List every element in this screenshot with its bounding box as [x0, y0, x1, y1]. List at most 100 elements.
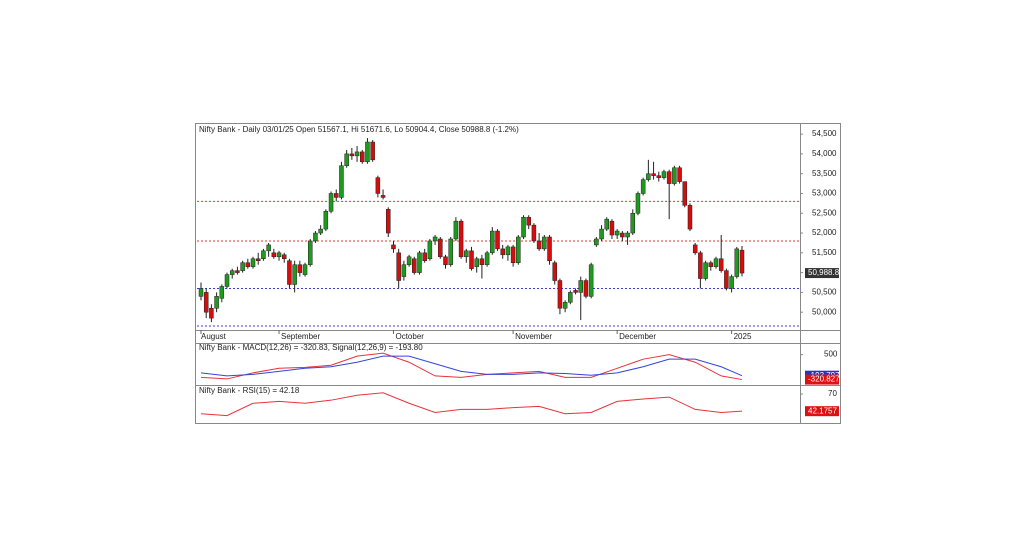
candle-body	[297, 264, 303, 273]
candle-body	[703, 262, 708, 279]
y-tick-label: 50,000	[812, 307, 837, 316]
x-tick-label: September	[281, 332, 320, 341]
candle-body	[360, 151, 365, 163]
price-box-label: 50,988.8	[808, 268, 840, 277]
candle-body	[692, 244, 698, 254]
candle-body	[334, 193, 339, 198]
candle-body	[646, 173, 651, 180]
candle-body	[521, 216, 526, 238]
candle-body	[594, 238, 599, 246]
candle-body	[510, 246, 516, 263]
candle-body	[614, 230, 620, 236]
candle-body	[287, 260, 292, 285]
rsi-line	[200, 392, 743, 417]
candle-body	[443, 256, 448, 265]
y-tick-label: 52,000	[812, 228, 837, 237]
candle-body	[323, 211, 329, 230]
candle-body	[198, 288, 204, 297]
candle-body	[552, 262, 557, 281]
chart-frame	[195, 123, 841, 424]
candle-body	[583, 280, 589, 297]
candle-body	[656, 175, 662, 178]
candle-body	[479, 258, 485, 265]
candle-body	[245, 262, 251, 267]
candle-body	[562, 302, 568, 309]
candle-body	[396, 252, 401, 281]
macd-title: Nifty Bank - MACD(12,26) = -320.83, Sign…	[199, 343, 423, 352]
y-tick-label: 500	[824, 350, 838, 359]
candle-body	[229, 270, 235, 275]
y-tick-label: 54,000	[812, 149, 837, 158]
candle-body	[349, 153, 355, 157]
candle-body	[739, 249, 745, 274]
candle-body	[344, 153, 349, 167]
value-box-label: -320.827	[808, 375, 840, 384]
y-tick-label: 53,000	[812, 189, 837, 198]
candle-body	[718, 258, 724, 271]
macd-line	[200, 352, 743, 381]
candle-body	[729, 276, 734, 289]
y-tick-label: 50,500	[812, 288, 837, 297]
candle-body	[474, 258, 479, 267]
x-tick-label: November	[515, 332, 552, 341]
candle-body	[261, 250, 266, 260]
candle-body	[490, 230, 495, 254]
candle-body	[604, 218, 609, 230]
candle-body	[698, 252, 703, 279]
candle-body	[469, 250, 474, 269]
candle-body	[427, 240, 433, 260]
candle-body	[292, 264, 297, 285]
candle-body	[542, 236, 547, 250]
candle-body	[495, 230, 500, 250]
rsi-title: Nifty Bank - RSI(15) = 42.18	[199, 386, 300, 395]
candle-body	[557, 280, 563, 309]
y-tick-label: 70	[828, 389, 837, 398]
candle-body	[380, 195, 386, 198]
candle-body	[422, 252, 427, 261]
candle-body	[412, 258, 417, 273]
candle-body	[240, 262, 245, 271]
candle-body	[406, 256, 412, 265]
candle-body	[713, 258, 719, 267]
y-tick-label: 54,500	[812, 129, 837, 138]
candle-body	[505, 246, 511, 256]
candle-body	[682, 181, 688, 206]
candle-body	[438, 238, 443, 258]
candle-body	[276, 252, 282, 258]
candle-body	[573, 290, 578, 293]
candle-body	[401, 264, 407, 277]
candle-body	[661, 171, 667, 178]
candle-body	[588, 264, 594, 297]
candle-body	[391, 244, 396, 250]
candle-body	[677, 167, 682, 182]
candle-body	[516, 236, 521, 263]
candle-body	[464, 250, 469, 258]
candle-body	[620, 232, 625, 238]
candle-body	[672, 167, 677, 184]
value-box	[805, 406, 839, 417]
candle-body	[255, 258, 261, 261]
candle-body	[630, 213, 636, 234]
candle-body	[417, 252, 422, 273]
candle-body	[568, 292, 573, 303]
candle-body	[453, 220, 459, 240]
candle-body	[328, 193, 334, 212]
x-tick-label: October	[395, 332, 424, 341]
candle-body	[635, 193, 641, 214]
candle-body	[354, 151, 360, 157]
candle-body	[651, 173, 656, 176]
price-box	[805, 268, 839, 279]
candle-body	[484, 252, 490, 265]
candle-body	[209, 307, 214, 319]
candle-body	[370, 141, 375, 161]
candle-body	[375, 177, 381, 194]
candle-body	[432, 236, 438, 242]
y-tick-label: 51,500	[812, 248, 837, 257]
candle-body	[365, 141, 370, 163]
candle-body	[609, 220, 615, 236]
candle-body	[313, 232, 318, 242]
candle-body	[458, 220, 464, 258]
candle-body	[547, 236, 552, 261]
